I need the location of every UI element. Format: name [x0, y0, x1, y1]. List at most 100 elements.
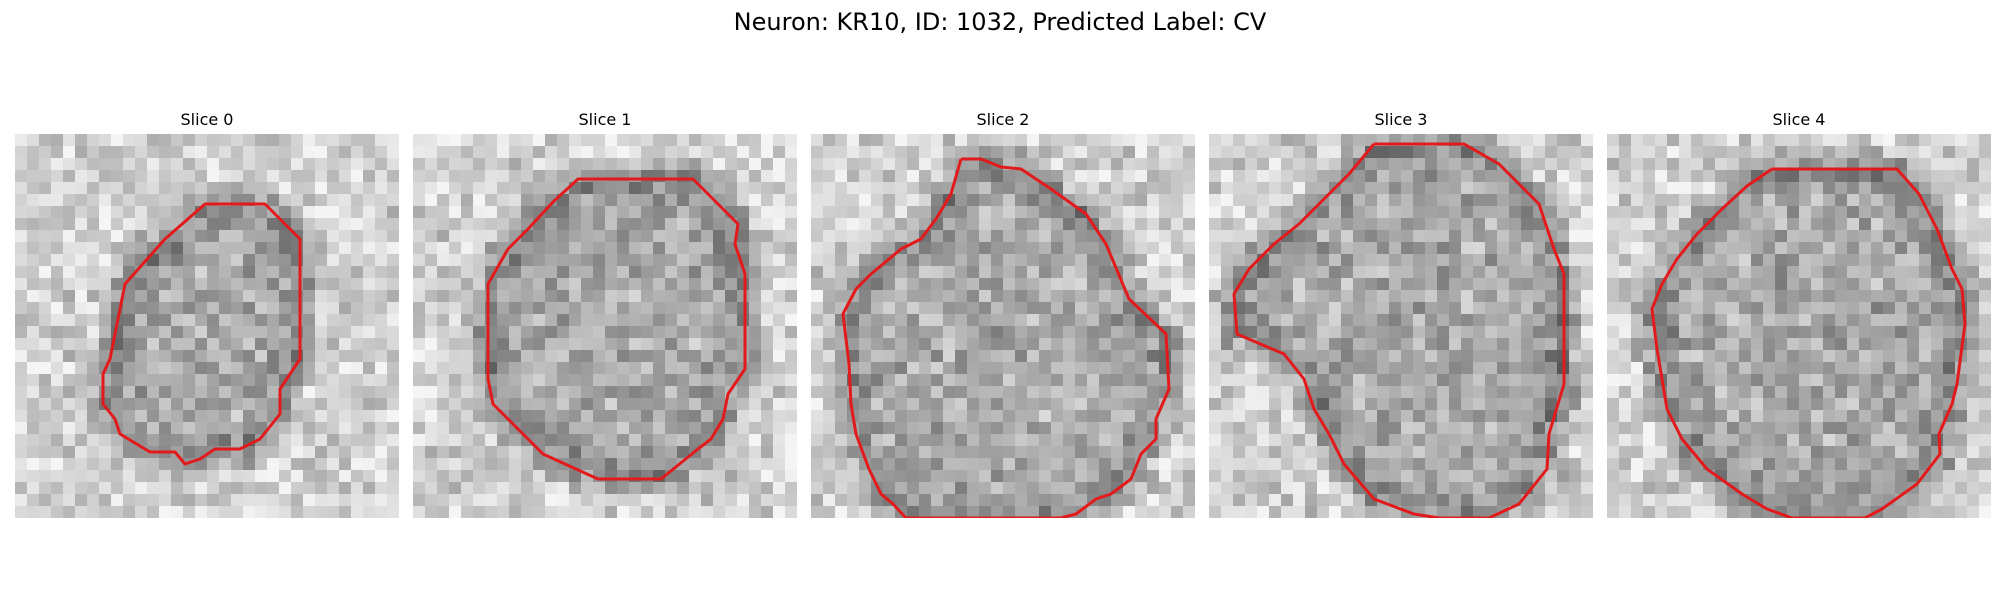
- pixel: [243, 242, 256, 255]
- pixel: [1171, 278, 1184, 291]
- pixel: [545, 482, 558, 495]
- pixel: [1281, 362, 1294, 375]
- pixel: [761, 338, 774, 351]
- pixel: [315, 218, 328, 231]
- pixel: [63, 158, 76, 171]
- pixel: [279, 506, 292, 518]
- pixel: [1293, 302, 1306, 315]
- pixel: [363, 482, 376, 495]
- pixel: [1545, 398, 1558, 411]
- pixel: [195, 158, 208, 171]
- pixel: [387, 506, 399, 518]
- pixel: [51, 146, 64, 159]
- pixel: [183, 146, 196, 159]
- pixel: [1655, 158, 1668, 171]
- pixel: [231, 170, 244, 183]
- pixel: [859, 398, 872, 411]
- pixel: [231, 158, 244, 171]
- pixel: [255, 134, 268, 147]
- pixel: [1823, 146, 1836, 159]
- pixel: [1437, 374, 1450, 387]
- pixel: [785, 254, 797, 267]
- pixel: [1425, 350, 1438, 363]
- pixel: [1497, 482, 1510, 495]
- pixel: [231, 206, 244, 219]
- pixel: [1835, 398, 1848, 411]
- pixel: [1895, 362, 1908, 375]
- pixel: [1015, 314, 1028, 327]
- pixel: [919, 290, 932, 303]
- pixel: [291, 242, 304, 255]
- pixel: [1183, 506, 1195, 518]
- pixel: [1859, 362, 1872, 375]
- pixel: [509, 470, 522, 483]
- pixel: [1823, 434, 1836, 447]
- pixel: [1449, 374, 1462, 387]
- pixel: [1799, 458, 1812, 471]
- pixel: [823, 266, 836, 279]
- pixel: [1895, 206, 1908, 219]
- pixel: [183, 506, 196, 518]
- pixel: [15, 434, 28, 447]
- pixel: [123, 494, 136, 507]
- pixel: [1883, 326, 1896, 339]
- pixel: [955, 266, 968, 279]
- pixel: [303, 302, 316, 315]
- pixel: [1281, 458, 1294, 471]
- pixel: [1171, 170, 1184, 183]
- pixel: [1437, 206, 1450, 219]
- pixel: [195, 362, 208, 375]
- pixel: [749, 206, 762, 219]
- pixel: [1075, 290, 1088, 303]
- pixel: [363, 374, 376, 387]
- pixel: [183, 134, 196, 147]
- pixel: [231, 134, 244, 147]
- pixel: [1521, 290, 1534, 303]
- pixel: [171, 314, 184, 327]
- pixel: [291, 326, 304, 339]
- pixel: [955, 206, 968, 219]
- pixel: [1931, 398, 1944, 411]
- pixel: [569, 218, 582, 231]
- pixel: [497, 386, 510, 399]
- pixel: [1847, 434, 1860, 447]
- pixel: [545, 266, 558, 279]
- pixel: [171, 494, 184, 507]
- pixel: [1245, 290, 1258, 303]
- pixel: [665, 146, 678, 159]
- pixel: [1787, 242, 1800, 255]
- pixel: [39, 206, 52, 219]
- pixel: [1871, 194, 1884, 207]
- pixel: [1691, 422, 1704, 435]
- pixel: [1281, 338, 1294, 351]
- pixel: [967, 242, 980, 255]
- pixel: [811, 458, 824, 471]
- pixel: [123, 242, 136, 255]
- pixel: [1497, 398, 1510, 411]
- pixel: [533, 458, 546, 471]
- pixel: [1607, 398, 1620, 411]
- pixel: [171, 458, 184, 471]
- pixel: [279, 146, 292, 159]
- pixel: [195, 254, 208, 267]
- pixel: [387, 338, 399, 351]
- pixel: [159, 362, 172, 375]
- pixel: [279, 194, 292, 207]
- pixel: [1607, 314, 1620, 327]
- pixel: [291, 206, 304, 219]
- pixel: [75, 266, 88, 279]
- pixel: [1159, 218, 1172, 231]
- pixel: [1377, 446, 1390, 459]
- pixel: [823, 302, 836, 315]
- pixel: [1377, 194, 1390, 207]
- pixel: [545, 218, 558, 231]
- pixel: [1979, 326, 1991, 339]
- pixel: [1631, 458, 1644, 471]
- pixel: [1739, 206, 1752, 219]
- pixel: [1317, 254, 1330, 267]
- pixel: [1859, 206, 1872, 219]
- pixel: [1799, 326, 1812, 339]
- pixel: [1159, 134, 1172, 147]
- pixel: [617, 218, 630, 231]
- pixel: [75, 146, 88, 159]
